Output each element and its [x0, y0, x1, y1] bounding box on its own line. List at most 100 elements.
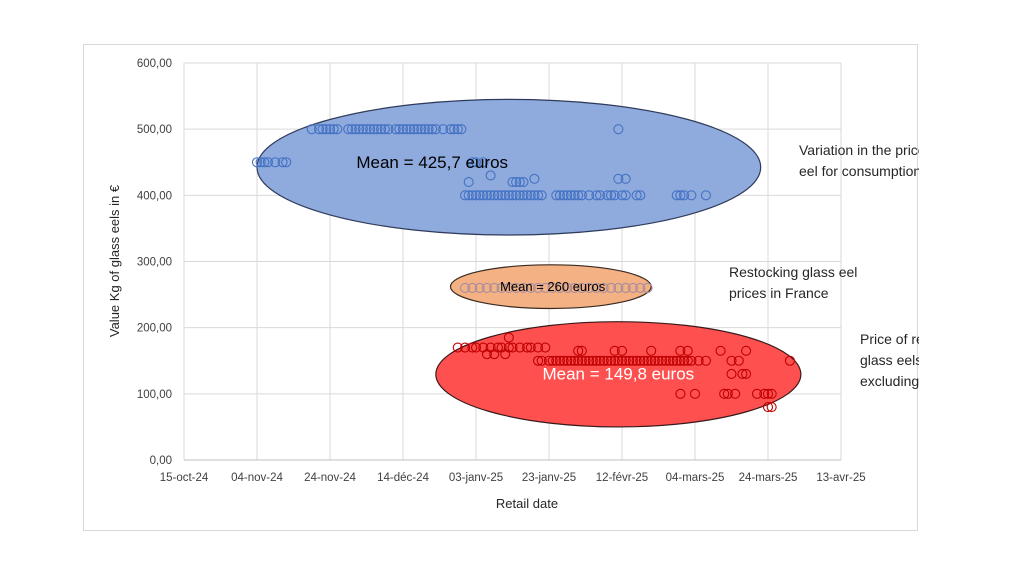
data-point: [631, 355, 642, 366]
data-point: [503, 332, 514, 343]
data-point: [507, 190, 518, 201]
data-point: [518, 282, 529, 294]
data-point: [383, 124, 394, 135]
data-point: [551, 355, 562, 366]
data-point: [532, 190, 544, 201]
data-point: [576, 282, 587, 294]
data-point: [514, 190, 525, 201]
x-tick-label: 15-oct-24: [160, 472, 209, 484]
data-point: [715, 345, 726, 356]
annotations: Variation in the price of glass eel for c…: [729, 142, 919, 389]
data-point: [584, 282, 595, 294]
data-point: [262, 157, 273, 168]
data-point: [467, 157, 478, 168]
data-point: [481, 190, 493, 201]
data-point: [576, 345, 587, 356]
data-point: [361, 124, 372, 135]
data-point: [591, 190, 602, 201]
ellipse-labels: Mean = 425,7 euros Mean = 260 euros Mean =…: [356, 153, 694, 383]
y-tick-label: 600,00: [137, 58, 172, 70]
data-point: [565, 355, 576, 366]
data-point: [379, 124, 390, 135]
data-point: [605, 282, 617, 294]
data-point: [522, 342, 533, 353]
data-point: [668, 355, 679, 366]
annotation-line: Price of restocking: [860, 331, 919, 347]
y-tick-label: 400,00: [137, 190, 172, 202]
data-point: [332, 124, 343, 135]
annotation-line: eel for consumption: [799, 163, 919, 179]
data-point: [573, 355, 584, 366]
mean-ellipse: [449, 264, 652, 310]
data-point: [397, 124, 409, 135]
data-point: [591, 282, 602, 294]
data-point: [456, 124, 467, 135]
mean-label: Mean = 149,8 euros: [542, 364, 694, 383]
data-point: [751, 388, 763, 399]
x-tick-label: 04-mars-25: [666, 472, 725, 484]
data-point: [511, 177, 522, 188]
x-tick-label: 04-nov-24: [231, 472, 283, 484]
data-point: [595, 355, 606, 366]
data-point: [449, 124, 460, 135]
data-point: [627, 282, 639, 294]
x-axis-title: Retail date: [496, 496, 558, 511]
data-point: [682, 345, 693, 356]
data-point: [485, 190, 496, 201]
mean-ellipse: [435, 321, 802, 428]
data-point: [784, 355, 795, 366]
annotation-line: prices in France: [729, 285, 829, 301]
data-point: [693, 355, 704, 366]
data-point: [277, 157, 288, 168]
data-point: [554, 355, 566, 366]
data-point: [653, 355, 664, 366]
data-points: [251, 124, 795, 413]
data-point: [576, 190, 587, 201]
data-point: [452, 124, 463, 135]
mean-ellipses: [256, 98, 802, 428]
data-point: [346, 124, 357, 135]
y-tick-label: 100,00: [137, 389, 172, 401]
data-point: [459, 282, 471, 294]
data-point: [678, 355, 690, 366]
data-point: [762, 402, 774, 413]
data-point: [445, 124, 456, 135]
data-point: [525, 190, 536, 201]
annotation-text: Restocking glass eel prices in France: [729, 264, 857, 301]
data-point: [675, 355, 686, 366]
data-point: [766, 402, 777, 413]
data-point: [558, 355, 569, 366]
data-point: [602, 190, 613, 201]
data-point: [489, 282, 500, 294]
data-point: [686, 355, 697, 366]
data-point: [536, 355, 547, 366]
data-point: [726, 368, 737, 380]
data-point: [646, 345, 657, 356]
data-point: [376, 124, 387, 135]
data-point: [532, 342, 544, 353]
data-point: [580, 355, 591, 366]
data-point: [470, 342, 482, 353]
data-point: [598, 282, 609, 294]
x-tick-label: 14-déc-24: [377, 472, 429, 484]
data-point: [620, 190, 631, 201]
data-point: [357, 124, 368, 135]
data-point: [649, 355, 660, 366]
data-point: [372, 124, 383, 135]
data-point: [664, 355, 675, 366]
data-point: [255, 157, 266, 168]
data-point: [412, 124, 423, 135]
data-point: [587, 355, 598, 366]
data-point: [605, 190, 617, 201]
data-point: [474, 190, 485, 201]
data-point: [730, 388, 741, 399]
x-tick-label: 23-janv-25: [522, 472, 576, 484]
data-point: [419, 124, 430, 135]
data-point: [328, 124, 339, 135]
data-point: [532, 282, 544, 294]
data-point: [270, 157, 281, 168]
data-point: [350, 124, 361, 135]
data-point: [616, 190, 628, 201]
data-point: [401, 124, 412, 135]
mean-label: Mean = 425,7 euros: [356, 153, 508, 172]
